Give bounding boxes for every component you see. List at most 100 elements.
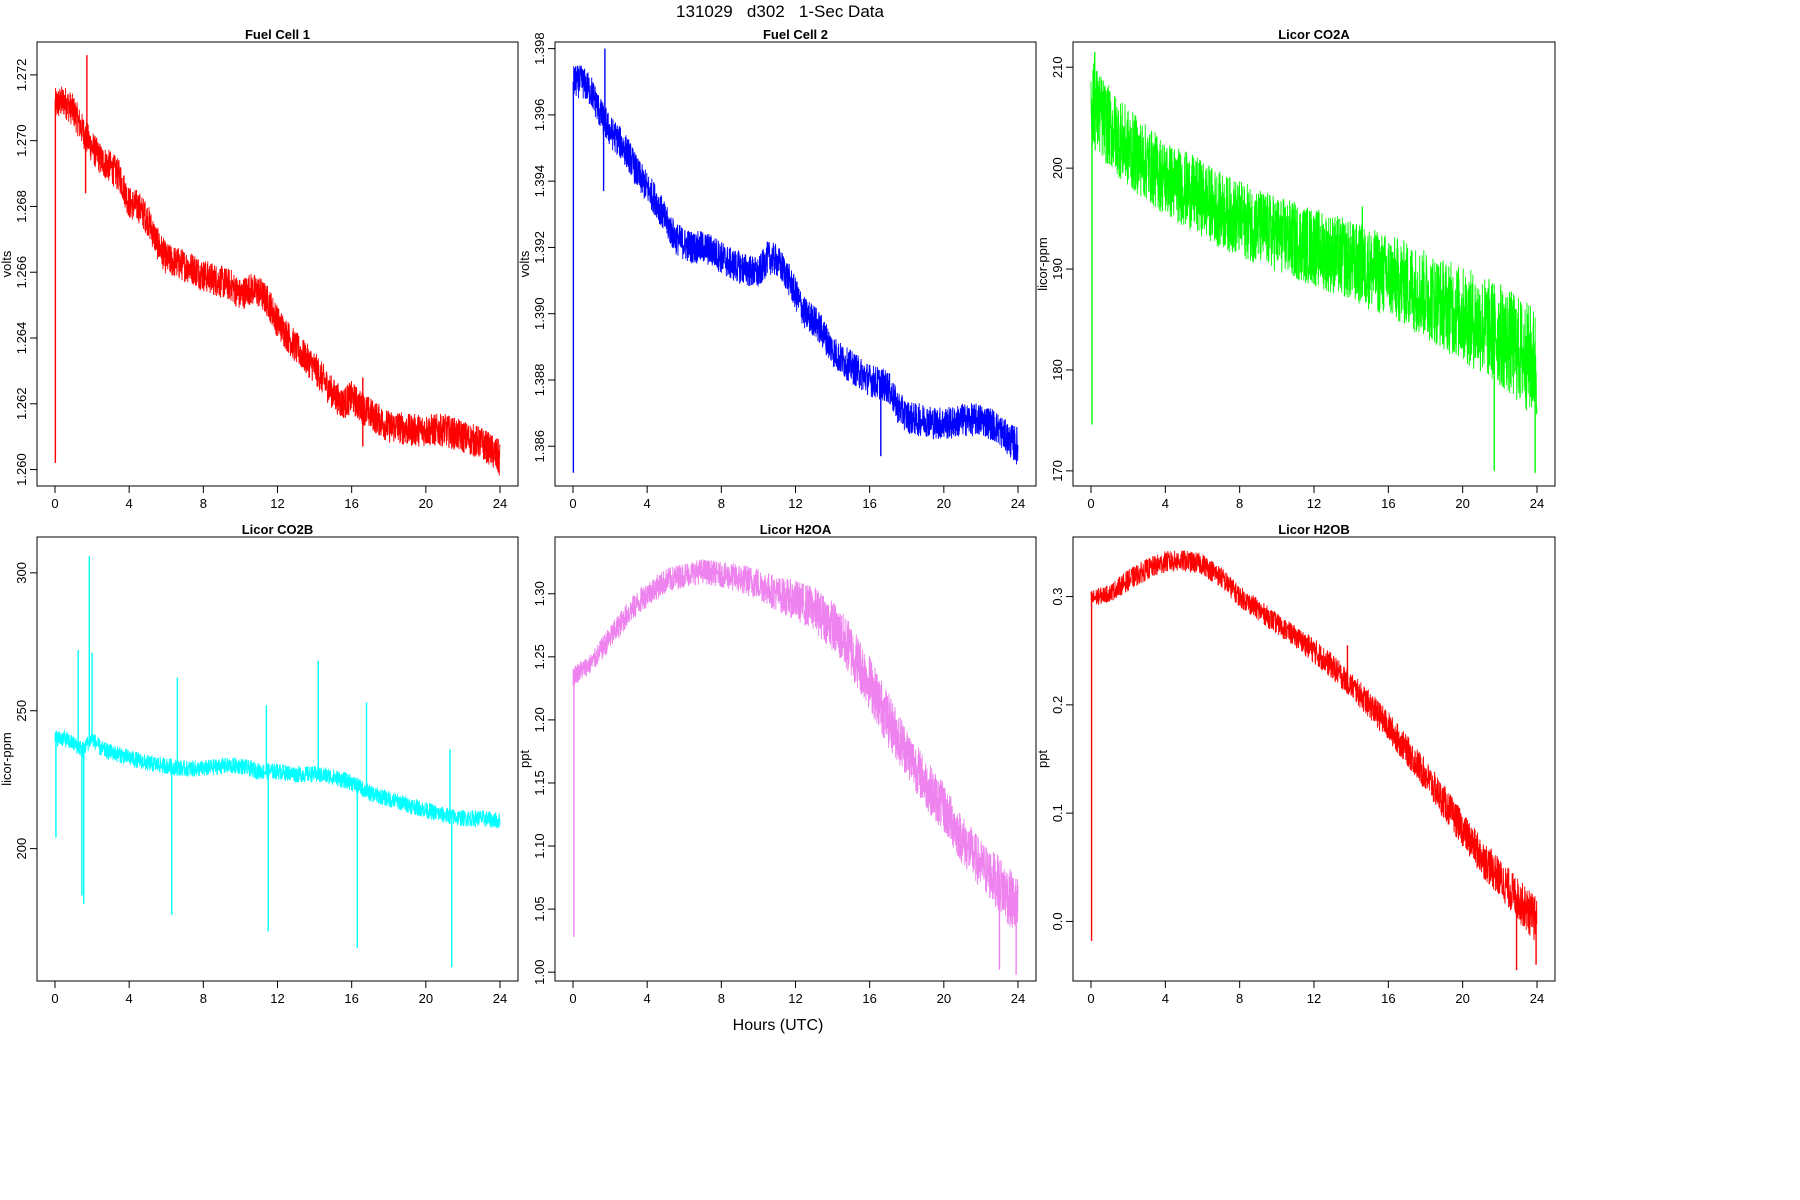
fuel-cell-1-ytick-label: 1.266 [14, 256, 29, 289]
fuel-cell-1-title: Fuel Cell 1 [245, 27, 310, 42]
panel-licor-h2ob: Licor H2OB ppt 0 4 8 12 16 20 24 0.0 0.1 0.2 0.3 [1035, 522, 1556, 1006]
licor-co2b-title: Licor CO2B [242, 522, 314, 537]
panel-licor-co2a: Licor CO2A licor-ppm 0 4 8 12 16 20 24 170 180 190 2… [1035, 27, 1556, 511]
fuel-cell-2-ytick-label: 1.386 [532, 430, 547, 463]
licor-co2b-ytick-label: 300 [14, 562, 29, 584]
fuel-cell-2-ytick-label: 1.388 [532, 364, 547, 397]
fuel-cell-1-xtick-label: 20 [419, 496, 433, 511]
licor-h2oa-xtick-label: 16 [862, 991, 876, 1006]
licor-co2a-xtick-label: 24 [1530, 496, 1544, 511]
licor-co2b-ytick-label: 200 [14, 838, 29, 860]
licor-h2oa-series-line [572, 559, 1019, 928]
licor-co2b-xtick-label: 4 [126, 991, 133, 1006]
licor-h2oa-ytick-label: 1.30 [532, 581, 547, 606]
licor-co2a-ylabel: licor-ppm [1035, 237, 1050, 290]
fuel-cell-2-xtick-label: 16 [862, 496, 876, 511]
licor-h2ob-xtick-label: 8 [1236, 991, 1243, 1006]
fuel-cell-1-xtick-label: 0 [51, 496, 58, 511]
licor-h2oa-ytick-label: 1.20 [532, 707, 547, 732]
licor-co2b-xtick-label: 0 [51, 991, 58, 1006]
licor-h2oa-ytick-label: 1.15 [532, 770, 547, 795]
fuel-cell-2-ytick-label: 1.394 [532, 165, 547, 198]
licor-h2oa-ytick-label: 1.00 [532, 960, 547, 985]
licor-co2a-title: Licor CO2A [1278, 27, 1350, 42]
fuel-cell-1-xtick-label: 12 [270, 496, 284, 511]
licor-h2oa-xtick-label: 0 [569, 991, 576, 1006]
panel-fuel-cell-1: Fuel Cell 1 volts 0 4 8 12 16 20 24 1.260 1.262 1.2… [0, 27, 519, 511]
licor-co2a-ytick-label: 210 [1050, 56, 1065, 78]
licor-h2oa-ytick-label: 1.25 [532, 644, 547, 669]
fuel-cell-1-ytick-label: 1.262 [14, 388, 29, 421]
fuel-cell-2-xtick-label: 8 [718, 496, 725, 511]
licor-h2ob-xtick-label: 4 [1162, 991, 1169, 1006]
licor-h2ob-ytick-label: 0.3 [1050, 588, 1065, 606]
fuel-cell-1-xtick-label: 24 [493, 496, 507, 511]
licor-h2ob-ytick-label: 0.0 [1050, 912, 1065, 930]
fuel-cell-2-series-line [572, 65, 1019, 465]
licor-h2oa-xtick-label: 20 [937, 991, 951, 1006]
licor-co2b-xtick-label: 20 [419, 991, 433, 1006]
licor-h2oa-ylabel: ppt [517, 750, 532, 768]
licor-h2ob-xtick-label: 12 [1307, 991, 1321, 1006]
licor-h2oa-xtick-label: 4 [644, 991, 651, 1006]
licor-h2oa-ytick-label: 1.10 [532, 833, 547, 858]
fuel-cell-1-ytick-label: 1.270 [14, 124, 29, 157]
licor-co2b-xtick-label: 8 [200, 991, 207, 1006]
fuel-cell-1-ytick-label: 1.268 [14, 190, 29, 223]
licor-co2a-series-line [1090, 63, 1538, 415]
fuel-cell-1-ytick-label: 1.264 [14, 322, 29, 355]
licor-co2b-series-line [54, 729, 501, 829]
licor-co2a-xtick-label: 8 [1236, 496, 1243, 511]
licor-co2a-ytick-label: 190 [1050, 258, 1065, 280]
licor-co2b-ylabel: licor-ppm [0, 732, 14, 785]
licor-h2ob-ylabel: ppt [1035, 750, 1050, 768]
licor-co2a-xtick-label: 4 [1162, 496, 1169, 511]
licor-co2a-ytick-label: 180 [1050, 359, 1065, 381]
licor-h2ob-ytick-label: 0.2 [1050, 696, 1065, 714]
fuel-cell-1-xtick-label: 4 [126, 496, 133, 511]
licor-h2ob-plot-frame [1072, 536, 1556, 982]
licor-co2b-xtick-label: 16 [344, 991, 358, 1006]
licor-h2ob-series-line [1090, 550, 1538, 941]
fuel-cell-2-ytick-label: 1.390 [532, 297, 547, 330]
licor-h2oa-ytick-label: 1.05 [532, 896, 547, 921]
licor-h2ob-xtick-label: 20 [1455, 991, 1469, 1006]
fuel-cell-1-xtick-label: 8 [200, 496, 207, 511]
licor-h2oa-xtick-label: 24 [1011, 991, 1025, 1006]
licor-co2a-xtick-label: 12 [1307, 496, 1321, 511]
licor-co2a-ytick-label: 200 [1050, 157, 1065, 179]
fuel-cell-2-ytick-label: 1.392 [532, 231, 547, 264]
main-title: 131029 d302 1-Sec Data [676, 2, 884, 21]
panel-licor-h2oa: Licor H2OA ppt 0 4 8 12 16 20 24 1.00 1.05 1.10 1.15… [517, 522, 1037, 1006]
fuel-cell-2-xtick-label: 0 [569, 496, 576, 511]
fuel-cell-1-ytick-label: 1.260 [14, 453, 29, 486]
fuel-cell-2-xtick-label: 12 [788, 496, 802, 511]
fuel-cell-2-ytick-label: 1.396 [532, 99, 547, 132]
licor-h2ob-xtick-label: 16 [1381, 991, 1395, 1006]
fuel-cell-2-title: Fuel Cell 2 [763, 27, 828, 42]
fuel-cell-2-xtick-label: 20 [937, 496, 951, 511]
licor-co2b-plot-frame [36, 536, 519, 982]
fuel-cell-1-series-line [54, 86, 501, 476]
licor-h2ob-xtick-label: 24 [1530, 991, 1544, 1006]
licor-co2a-xtick-label: 16 [1381, 496, 1395, 511]
licor-h2ob-ytick-label: 0.1 [1050, 804, 1065, 822]
licor-h2oa-xtick-label: 12 [788, 991, 802, 1006]
licor-h2ob-title: Licor H2OB [1278, 522, 1350, 537]
licor-co2b-xtick-label: 24 [493, 991, 507, 1006]
fuel-cell-2-ytick-label: 1.398 [532, 32, 547, 65]
licor-h2ob-xtick-label: 0 [1087, 991, 1094, 1006]
licor-co2b-xtick-label: 12 [270, 991, 284, 1006]
fuel-cell-1-xtick-label: 16 [344, 496, 358, 511]
licor-co2a-xtick-label: 0 [1087, 496, 1094, 511]
panel-licor-co2b: Licor CO2B licor-ppm 0 4 8 12 16 20 24 200 250 300 [0, 522, 519, 1006]
licor-h2oa-xtick-label: 8 [718, 991, 725, 1006]
fuel-cell-1-ytick-label: 1.272 [14, 59, 29, 92]
licor-co2a-ytick-label: 170 [1050, 460, 1065, 482]
licor-h2oa-title: Licor H2OA [760, 522, 832, 537]
panel-fuel-cell-2: Fuel Cell 2 volts 0 4 8 12 16 20 24 1.386 1.388 1.3… [517, 27, 1037, 511]
fuel-cell-1-ylabel: volts [0, 250, 14, 277]
fuel-cell-2-xtick-label: 24 [1011, 496, 1025, 511]
fuel-cell-2-xtick-label: 4 [644, 496, 651, 511]
